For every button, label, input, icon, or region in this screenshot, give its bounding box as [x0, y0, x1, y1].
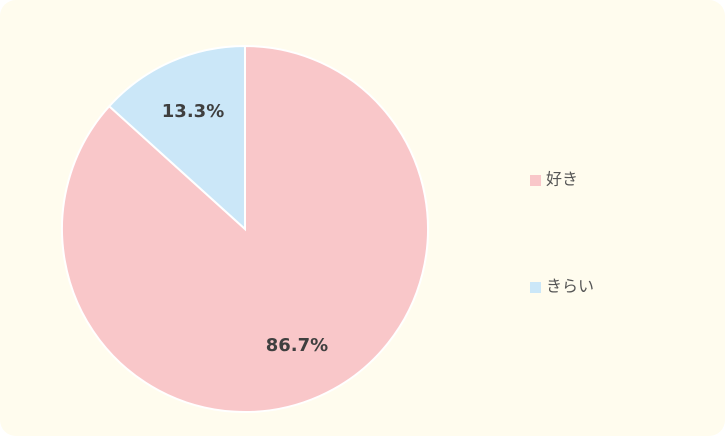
value-label: 86.7% [266, 335, 328, 356]
legend-swatch [530, 175, 541, 186]
legend-label: 好き [546, 170, 578, 189]
legend-label: きらい [546, 277, 594, 296]
value-label: 13.3% [162, 101, 224, 122]
pie-slice [61, 44, 429, 413]
legend-swatch [530, 282, 541, 293]
pie-slice [107, 44, 246, 232]
